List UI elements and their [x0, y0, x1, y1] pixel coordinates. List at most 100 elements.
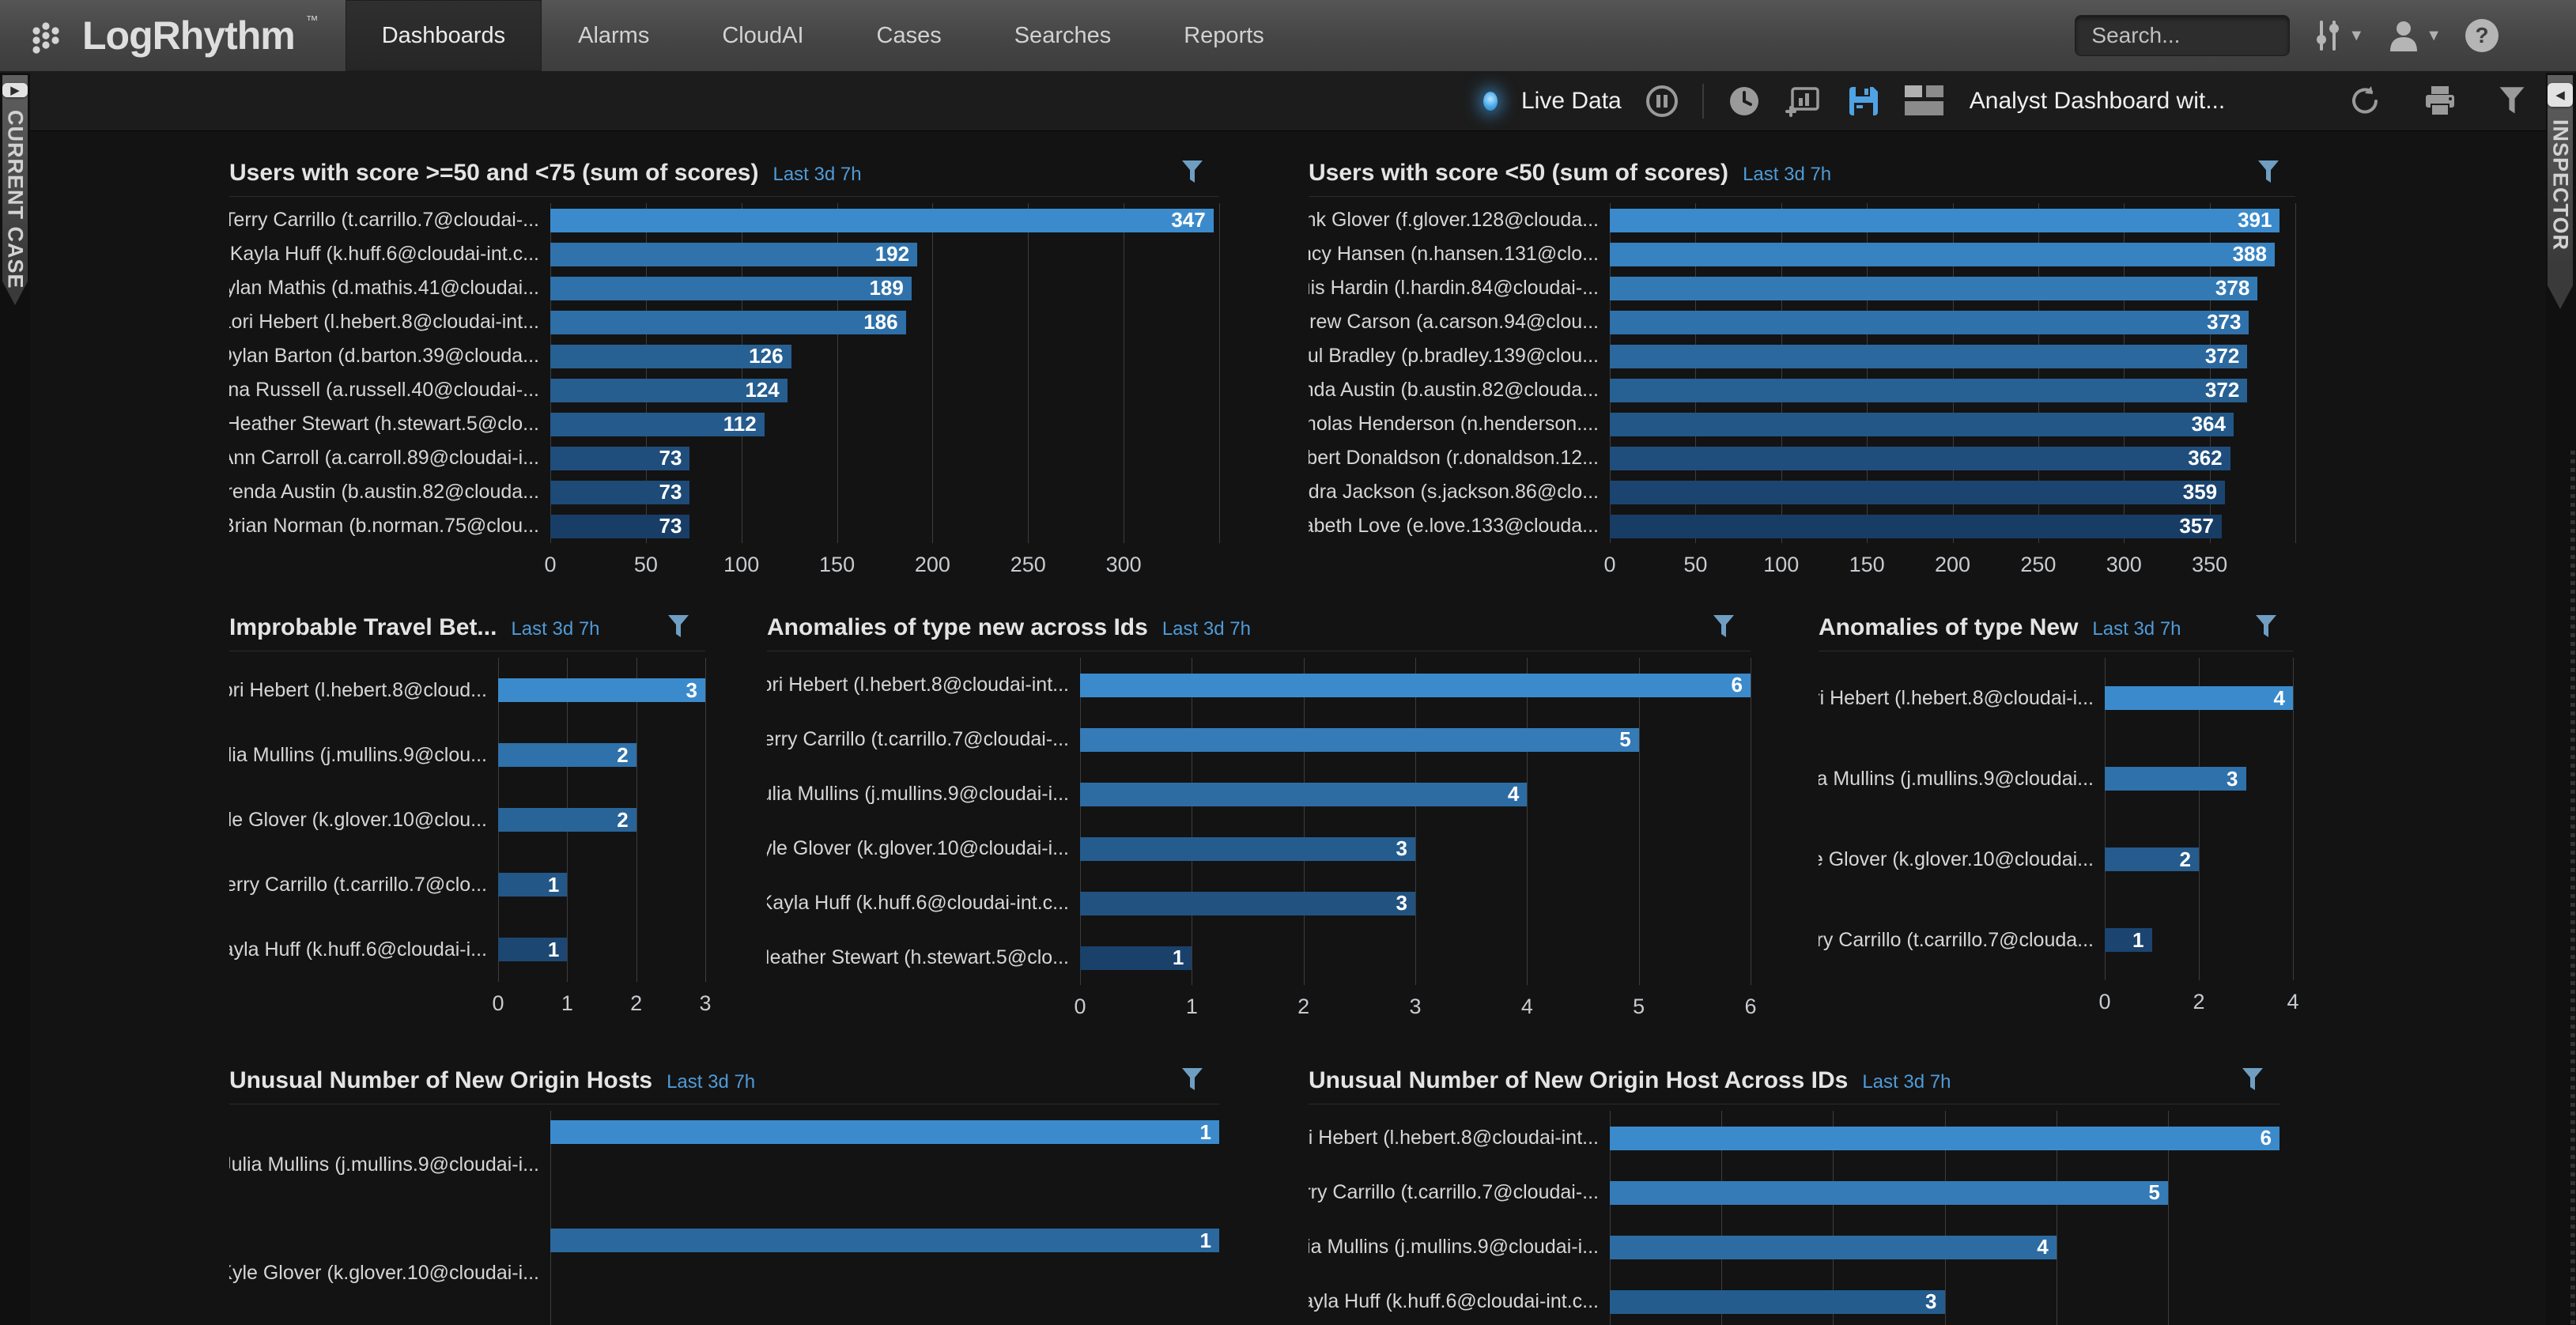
panel-filter-icon[interactable]: [2257, 160, 2279, 185]
save-dashboard-button[interactable]: [1846, 84, 1881, 119]
bar[interactable]: 5: [1610, 1180, 2168, 1205]
search-input[interactable]: [2075, 15, 2291, 56]
bar[interactable]: 1: [550, 1120, 1219, 1144]
bar[interactable]: 373: [1610, 310, 2249, 334]
gridline: [1028, 203, 1029, 543]
chart-panel-improbable-travel: Improbable Travel Bet... Last 3d 7h Lori…: [229, 605, 712, 1020]
reset-button[interactable]: [2348, 85, 2381, 118]
bar-label: Dylan Barton (d.barton.39@clouda...: [229, 345, 539, 367]
bar[interactable]: 73: [550, 446, 690, 470]
bar[interactable]: 1: [1080, 946, 1192, 970]
bar[interactable]: 2: [498, 743, 636, 767]
tab-cloudai[interactable]: CloudAI: [722, 22, 804, 48]
bar[interactable]: 3: [1080, 891, 1415, 915]
axis-tick-label: 0: [1603, 553, 1616, 576]
bar-row: 2: [498, 723, 705, 787]
bar-value: 2: [2179, 847, 2191, 871]
panel-header: Unusual Number of New Origin Host Across…: [1309, 1058, 2279, 1104]
bar-row: 1: [2105, 900, 2293, 980]
scrollbar[interactable]: [2570, 451, 2575, 1325]
bar[interactable]: 3: [1080, 836, 1415, 861]
bar[interactable]: 6: [1080, 673, 1751, 697]
gridline: [550, 1111, 551, 1325]
gridline: [1610, 1111, 1611, 1325]
panel-filter-icon[interactable]: [2255, 614, 2277, 640]
tab-dashboards[interactable]: Dashboards: [345, 0, 542, 71]
bar-value: 2: [617, 742, 629, 767]
bar[interactable]: 192: [550, 242, 918, 266]
bar[interactable]: 372: [1610, 344, 2248, 368]
bar-label: Kayla Huff (k.huff.6@cloudai-int.c...: [1309, 1290, 1599, 1312]
bar[interactable]: 357: [1610, 514, 2222, 538]
tab-reports[interactable]: Reports: [1184, 22, 1264, 48]
panel-title: Anomalies of type new across Ids: [767, 614, 1148, 640]
bar[interactable]: 1: [498, 938, 568, 961]
bar[interactable]: 73: [550, 514, 690, 538]
bar[interactable]: 372: [1610, 378, 2248, 402]
expand-inspector-icon[interactable]: ◀: [2548, 83, 2573, 107]
tab-cases[interactable]: Cases: [876, 22, 942, 48]
bar[interactable]: 6: [1610, 1126, 2279, 1150]
panel-title: Users with score <50 (sum of scores): [1309, 160, 1729, 186]
bar-label: Nicholas Henderson (n.henderson....: [1309, 413, 1599, 435]
time-range-button[interactable]: [1728, 85, 1761, 118]
top-nav-bar: LogRhythm ™ Dashboards Alarms CloudAI Ca…: [0, 0, 2576, 73]
bar[interactable]: 362: [1610, 446, 2230, 470]
bar[interactable]: 186: [550, 310, 906, 334]
bar[interactable]: 3: [498, 678, 705, 702]
panel-filter-icon[interactable]: [2242, 1067, 2264, 1093]
bar[interactable]: 112: [550, 412, 765, 436]
tab-alarms[interactable]: Alarms: [578, 22, 650, 48]
user-menu-button[interactable]: ▼: [2386, 18, 2442, 53]
bar[interactable]: 3: [1610, 1289, 1945, 1314]
bar[interactable]: 126: [550, 344, 791, 368]
bar-label: Kayla Huff (k.huff.6@cloudai-int.c...: [229, 243, 539, 265]
bar[interactable]: 1: [2105, 928, 2152, 952]
bar[interactable]: 359: [1610, 480, 2226, 504]
bar-row: 186: [550, 305, 1219, 339]
bar-value: 192: [874, 242, 910, 266]
bar[interactable]: 2: [2105, 847, 2199, 871]
bar-value: 364: [2191, 412, 2226, 436]
bar[interactable]: 391: [1610, 208, 2280, 232]
bar[interactable]: 1: [550, 1229, 1219, 1252]
print-button[interactable]: [2423, 85, 2457, 118]
user-icon: [2386, 18, 2421, 53]
bar[interactable]: 1: [498, 873, 568, 897]
dashboard-selector[interactable]: Analyst Dashboard wit...: [1969, 87, 2226, 114]
inspector-label: INSPECTOR: [2548, 119, 2573, 251]
preferences-button[interactable]: ▼: [2312, 17, 2364, 54]
bar[interactable]: 73: [550, 480, 690, 504]
tab-searches[interactable]: Searches: [1014, 22, 1112, 48]
pause-button[interactable]: [1645, 85, 1679, 118]
panel-filter-icon[interactable]: [667, 614, 689, 640]
axis-tick-label: 150: [1849, 553, 1885, 576]
bar[interactable]: 189: [550, 276, 912, 300]
panel-filter-icon[interactable]: [1181, 160, 1203, 185]
bar[interactable]: 2: [498, 808, 636, 832]
bar[interactable]: 4: [2105, 686, 2293, 710]
bar[interactable]: 4: [1080, 782, 1528, 806]
filter-button[interactable]: [2499, 86, 2525, 116]
panel-filter-icon[interactable]: [1181, 1067, 1203, 1093]
bar[interactable]: 388: [1610, 242, 2275, 266]
bar[interactable]: 4: [1610, 1235, 2057, 1259]
panel-filter-icon[interactable]: [1713, 614, 1735, 640]
bar-label: Kyle Glover (k.glover.10@cloudai-i...: [229, 1262, 539, 1284]
gridline: [2105, 658, 2106, 980]
bar[interactable]: 5: [1080, 727, 1639, 752]
gridline: [1833, 1111, 1834, 1325]
bar[interactable]: 347: [550, 208, 1214, 232]
bar-value: 3: [1396, 836, 1407, 860]
bar[interactable]: 378: [1610, 276, 2258, 300]
add-widget-button[interactable]: [1785, 84, 1822, 119]
bar[interactable]: 124: [550, 378, 788, 402]
inspector-tab[interactable]: ◀ INSPECTOR: [2548, 75, 2573, 309]
expand-current-case-icon[interactable]: ▶: [2, 83, 28, 97]
panel-time-range: Last 3d 7h: [1743, 164, 1832, 185]
help-button[interactable]: ?: [2464, 17, 2500, 54]
bar-label: Lori Hebert (l.hebert.8@cloudai-i...: [1819, 686, 2094, 709]
bar[interactable]: 364: [1610, 412, 2234, 436]
current-case-tab[interactable]: ▶ CURRENT CASE: [2, 75, 28, 305]
bar[interactable]: 3: [2105, 767, 2246, 791]
